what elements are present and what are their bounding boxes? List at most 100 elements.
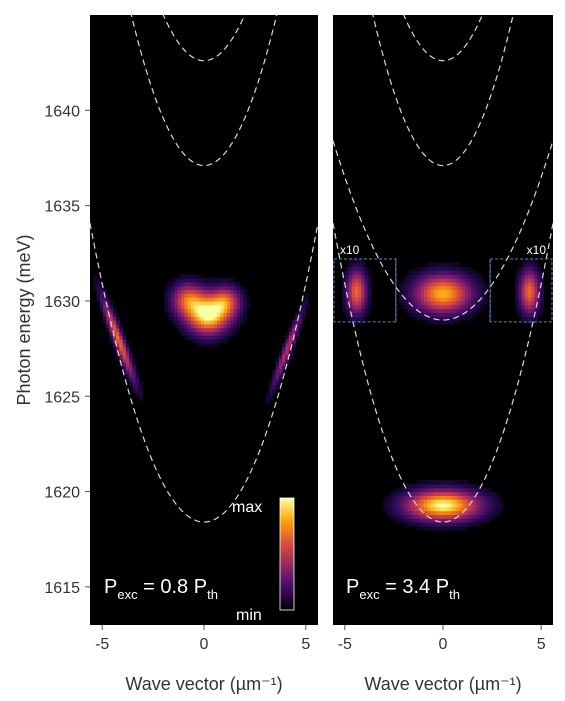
left-emission-cell (106, 293, 111, 298)
left-emission-cell (171, 285, 176, 291)
right-emission-cell (411, 278, 416, 283)
right-emission-cell (487, 506, 491, 512)
right-emission-cell (417, 281, 422, 287)
right-emission-cell (439, 510, 444, 516)
left-dispersion-curve-0 (90, 223, 318, 523)
left-emission-cell (200, 304, 205, 310)
left-emission-cell (282, 354, 287, 359)
left-emission-cell (138, 381, 143, 386)
right-emission-cell (443, 312, 447, 317)
left-emission-cell (243, 304, 247, 310)
right-emission-cell (421, 499, 425, 504)
left-emission-cell (207, 335, 212, 340)
colorbar-min-label: min (236, 607, 262, 624)
left-emission-cell (177, 278, 182, 283)
left-emission-cell (298, 323, 303, 329)
right-emission-cell (518, 304, 523, 310)
right-emission-cell (355, 316, 359, 321)
right-emission-cell (521, 266, 526, 272)
right-emission-cell (496, 503, 501, 508)
left-emission-cell (246, 297, 251, 302)
left-emission-cell (177, 308, 182, 313)
left-emission-cell (207, 289, 212, 294)
left-emission-cell (187, 320, 192, 325)
right-emission-cell (461, 487, 466, 493)
right-emission-cell (474, 510, 479, 516)
left-emission-cell (184, 312, 189, 317)
inset-label-0: x10 (340, 243, 360, 257)
right-emission-cell (348, 316, 353, 321)
right-emission-cell (427, 495, 432, 500)
right-emission-cell (433, 262, 438, 268)
right-emission-cell (402, 514, 406, 519)
left-emission-cell (204, 327, 208, 333)
right-emission-cell (348, 281, 353, 287)
right-emission-cell (361, 312, 366, 317)
right-emission-cell (443, 285, 447, 291)
right-emission-cell (364, 304, 369, 310)
right-emission-cell (417, 510, 422, 516)
right-emission-cell (417, 480, 422, 485)
right-emission-cell (531, 285, 535, 291)
inset-box-0 (333, 258, 397, 323)
left-emission-cell (197, 308, 202, 313)
right-emission-cell (402, 487, 406, 493)
left-emission-cell (181, 323, 186, 329)
right-emission-cell (496, 510, 501, 516)
right-emission-cell (446, 487, 450, 493)
right-emission-cell (427, 518, 432, 523)
left-emission-cell (226, 281, 231, 287)
left-emission-cell (177, 285, 182, 291)
right-emission-cell (395, 506, 400, 512)
right-emission-cell (408, 487, 413, 493)
right-emission-cell (427, 274, 432, 279)
right-emission-cell (471, 300, 476, 306)
right-emission-cell (408, 300, 413, 306)
left-emission-cell (106, 308, 111, 313)
left-emission-cell (184, 316, 189, 321)
left-emission-cell (187, 289, 192, 294)
right-emission-cell (358, 262, 362, 268)
right-emission-cell (452, 320, 457, 325)
right-emission-cell (402, 304, 406, 310)
left-emission-cell (291, 339, 296, 344)
right-emission-cell (518, 312, 523, 317)
right-emission-cell (348, 262, 353, 268)
right-emission-cell (521, 316, 526, 321)
left-emission-cell (223, 320, 228, 325)
right-emission-cell (449, 300, 454, 306)
left-x-ticks: -5 0 5 (95, 625, 310, 653)
right-emission-cell (515, 281, 520, 287)
left-emission-cell (109, 300, 114, 306)
right-emission-cell (361, 297, 366, 302)
right-emission-cell (471, 495, 476, 500)
left-emission-cell (285, 346, 290, 352)
right-emission-cell (389, 503, 394, 508)
right-emission-cell (468, 274, 472, 279)
right-emission-cell (361, 259, 366, 264)
right-emission-cell (408, 278, 413, 283)
right-emission-cell (358, 293, 362, 298)
right-emission-cell (446, 266, 450, 272)
left-emission-cell (171, 289, 176, 294)
right-emission-cell (364, 266, 369, 272)
right-emission-cell (461, 304, 466, 310)
left-emission-cell (295, 316, 300, 321)
left-emission-cell (171, 293, 176, 298)
right-emission-cell (424, 308, 428, 313)
right-emission-cell (405, 495, 410, 500)
right-emission-cell (402, 491, 406, 496)
right-emission-cell (452, 274, 457, 279)
right-x-ticks: -5 0 5 (338, 625, 546, 653)
right-emission-cell (436, 300, 441, 306)
left-emission-cell (236, 300, 241, 306)
right-emission-cell (417, 491, 422, 496)
right-emission-cell (452, 510, 457, 516)
left-emission-cell (190, 335, 195, 340)
right-emission-cell (408, 274, 413, 279)
left-emission-cell (112, 316, 117, 321)
right-emission-cell (402, 300, 406, 306)
left-emission-cell (204, 323, 208, 329)
left-emission-cell (168, 304, 173, 310)
right-emission-cell (471, 487, 476, 493)
